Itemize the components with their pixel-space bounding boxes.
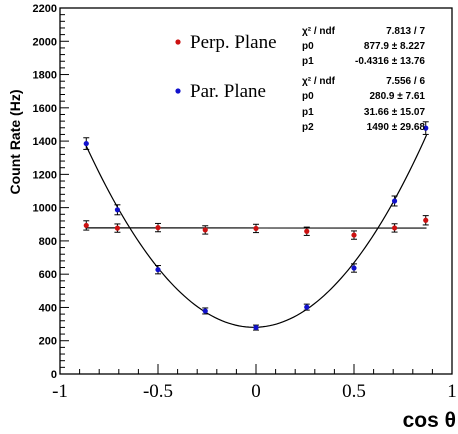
stat-name: p0: [302, 41, 314, 52]
y-tick-label: 800: [39, 236, 57, 248]
data-points: [83, 121, 429, 331]
stat-value: 7.556 / 6: [386, 76, 425, 87]
perp-data-point: [253, 225, 259, 232]
perp-data-point: [391, 225, 398, 231]
stat-name: χ² / ndf: [302, 76, 336, 87]
stat-value: 877.9 ± 8.227: [364, 41, 426, 52]
par-data-point: [253, 324, 259, 331]
stat-value: 280.9 ± 7.61: [369, 91, 425, 102]
perp-data-point: [423, 217, 429, 223]
y-tick-label: 1800: [33, 70, 57, 82]
x-tick-label: 0.5: [342, 381, 366, 402]
x-tick-label: -0.5: [143, 381, 173, 402]
perp-data-point: [304, 228, 310, 234]
par-data-point: [391, 198, 398, 204]
stat-name: p2: [302, 122, 314, 133]
perp-data-point: [202, 227, 208, 233]
y-tick-label: 2200: [33, 3, 57, 15]
x-axis-label: cos θ: [403, 409, 456, 432]
x-axis-ticks: -1 -0.5 0 0.5 1: [52, 364, 457, 402]
par-data-point: [114, 207, 121, 213]
legend-label: Perp. Plane: [190, 32, 277, 53]
stat-name: p1: [302, 107, 314, 118]
y-axis-ticks: 0 200 400 600 800 1000 1200 1400 1600 1800 2000 220…: [33, 3, 69, 381]
perp-data-point: [155, 225, 161, 231]
stat-name: χ² / ndf: [302, 26, 336, 37]
stats-box: χ² / ndf 7.813 / 7 p0 877.9 ± 8.227 p1 -0.431…: [302, 26, 425, 133]
stat-value: 1490 ± 29.68: [367, 122, 426, 133]
y-tick-label: 1000: [33, 203, 57, 215]
y-tick-label: 600: [39, 269, 57, 281]
legend-marker: [175, 39, 181, 45]
stat-name: p1: [302, 56, 314, 67]
par-data-point: [155, 267, 161, 273]
y-tick-label: 2000: [33, 36, 57, 48]
y-tick-label: 1200: [33, 169, 57, 181]
perp-data-point: [351, 232, 357, 238]
y-tick-label: 0: [51, 369, 57, 381]
y-tick-label: 1400: [33, 136, 57, 148]
par-data-point: [202, 308, 208, 314]
y-tick-label: 400: [39, 302, 57, 314]
par-data-point: [423, 125, 429, 131]
stat-value: 7.813 / 7: [386, 26, 425, 37]
y-tick-label: 200: [39, 336, 57, 348]
y-axis-label: Count Rate (Hz): [7, 90, 23, 195]
x-tick-label: 0: [251, 381, 261, 402]
legend-marker: [175, 88, 181, 94]
perp-data-point: [83, 222, 89, 229]
perp-data-point: [114, 225, 121, 231]
stat-value: 31.66 ± 15.07: [364, 107, 426, 118]
legend: Perp. Plane Par. Plane: [175, 32, 277, 102]
x-tick-label: 1: [447, 381, 457, 402]
y-tick-label: 1600: [33, 103, 57, 115]
stat-value: -0.4316 ± 13.76: [355, 56, 425, 67]
par-data-point: [304, 304, 310, 310]
legend-label: Par. Plane: [190, 81, 266, 102]
x-tick-label: -1: [52, 381, 68, 402]
stat-name: p0: [302, 91, 314, 102]
par-data-point: [83, 140, 89, 147]
par-data-point: [351, 265, 357, 271]
